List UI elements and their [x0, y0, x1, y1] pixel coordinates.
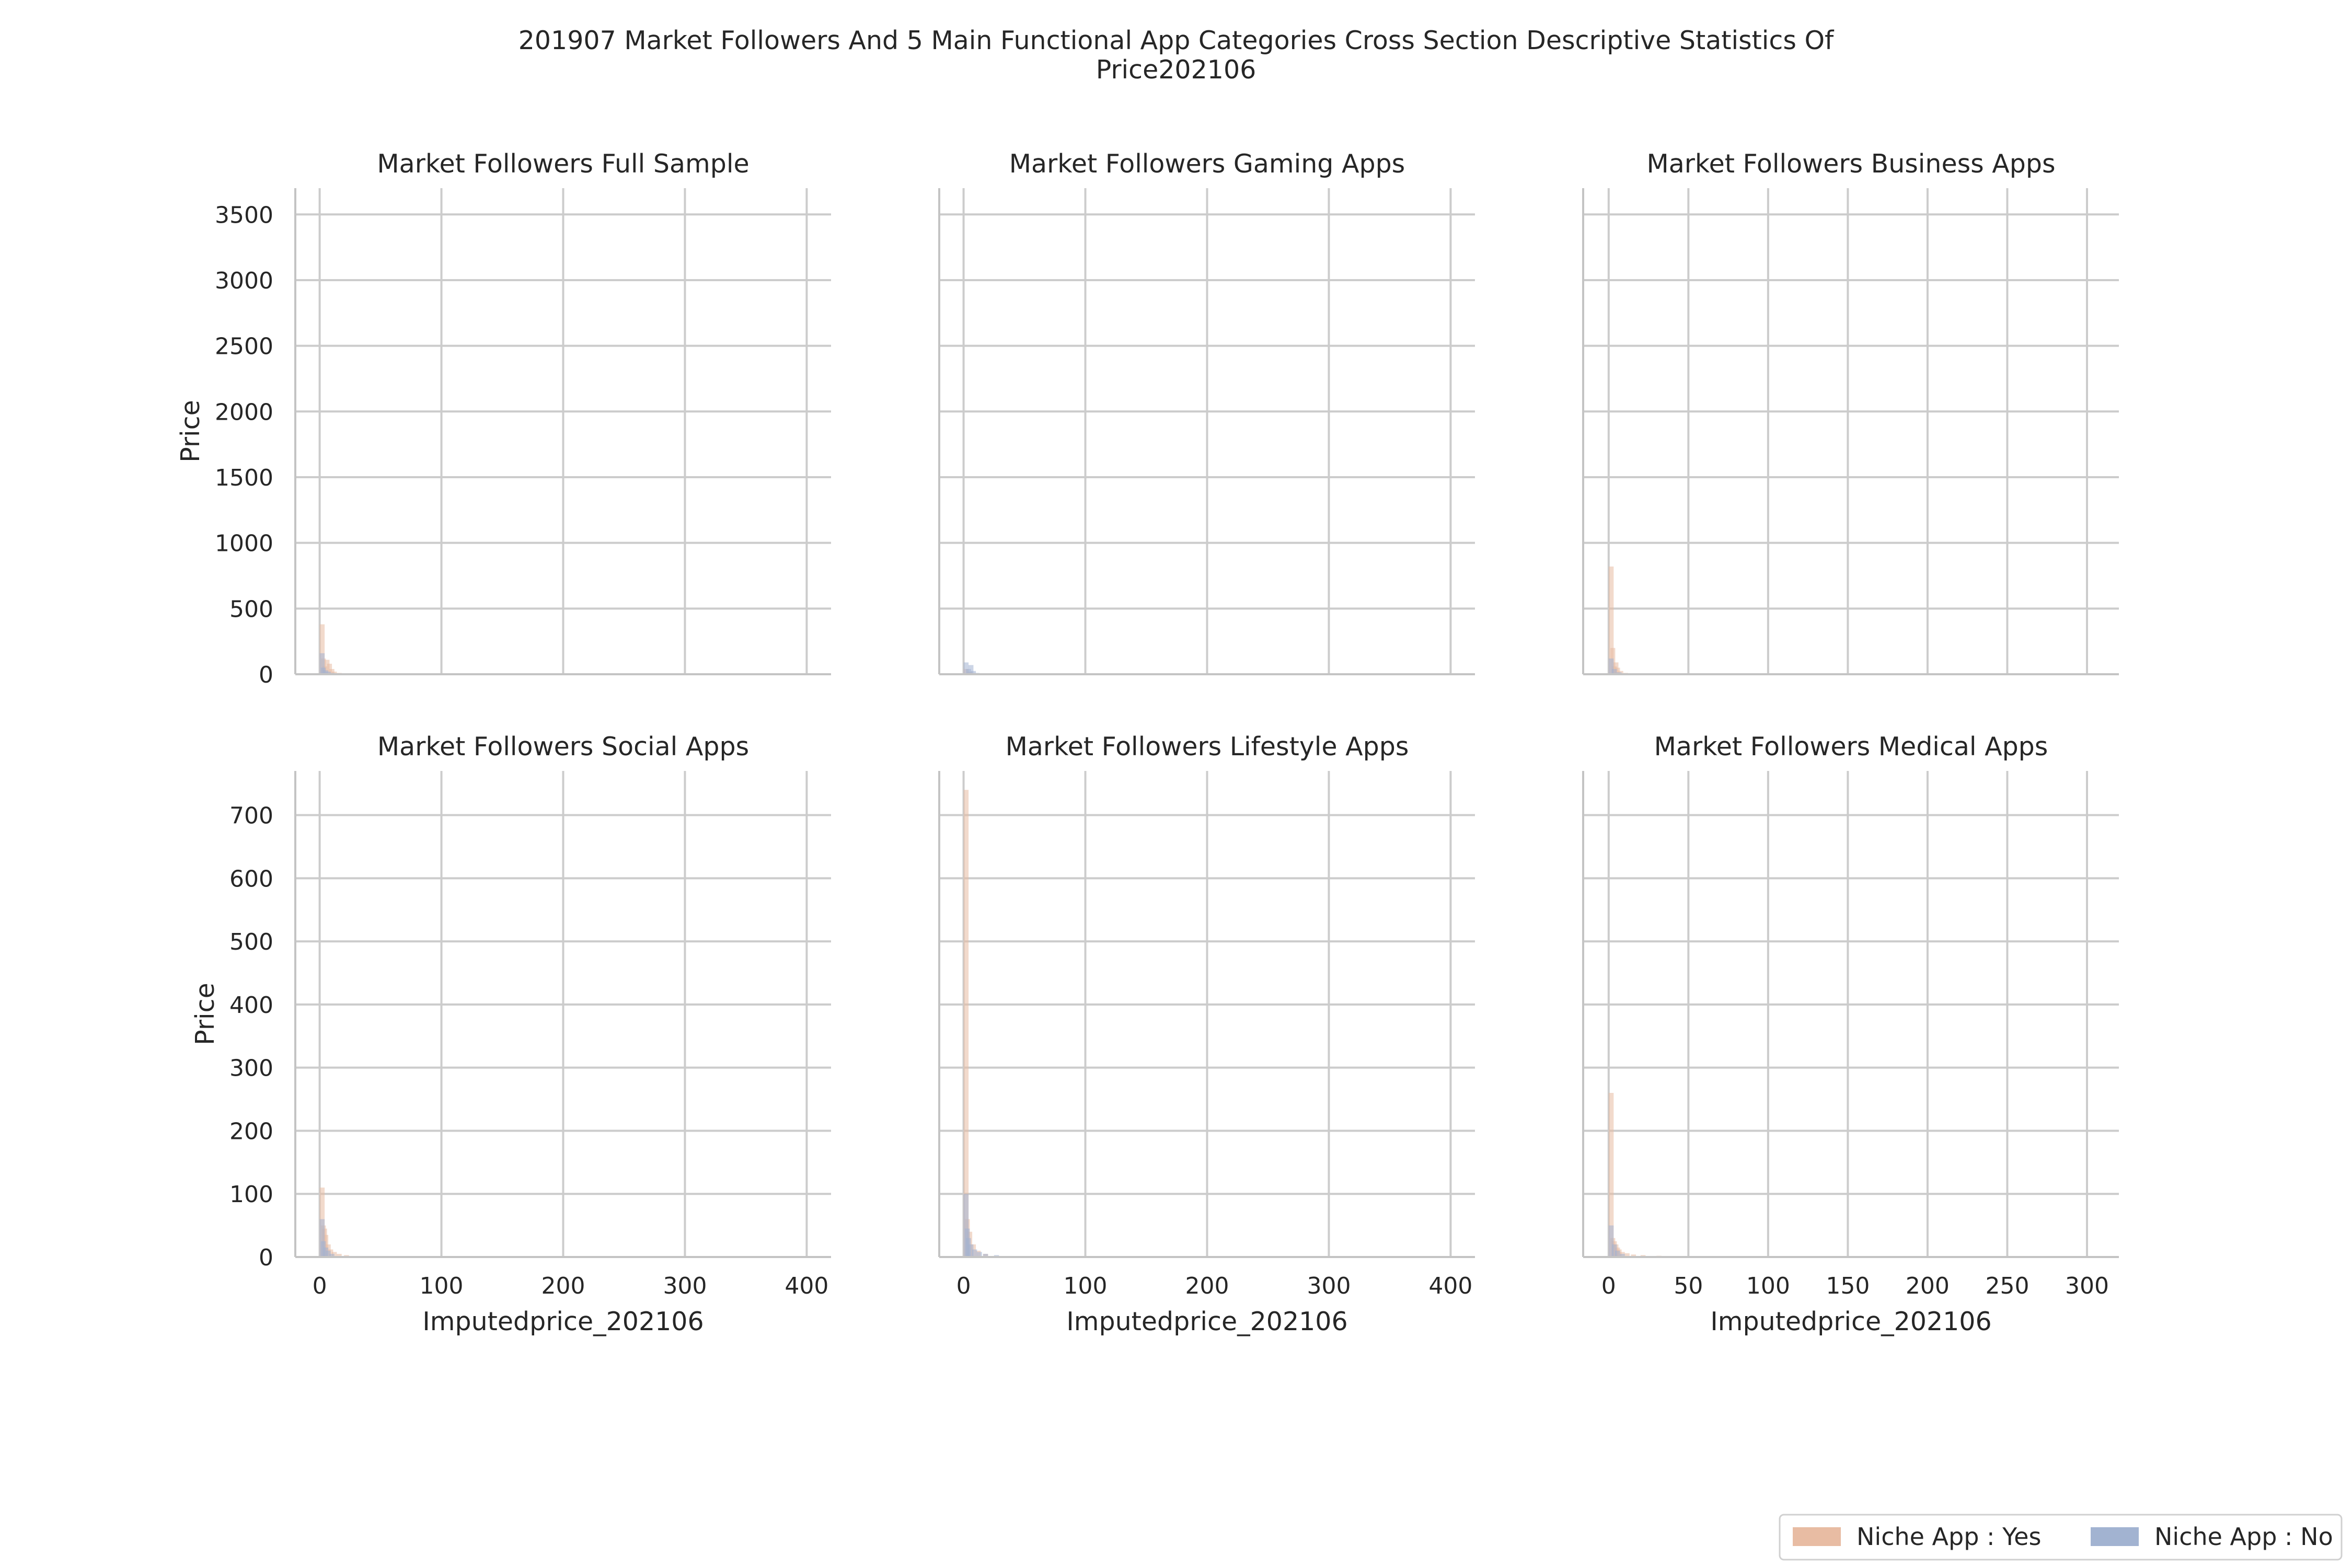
panel-title: Market Followers Full Sample: [377, 149, 749, 179]
histogram-bar: [1611, 668, 1617, 674]
legend-label: Niche App : Yes: [1857, 1523, 2041, 1551]
x-tick-label: 300: [1307, 1273, 1351, 1299]
panel-title: Market Followers Business Apps: [1646, 149, 2055, 179]
panel-title: Market Followers Social Apps: [377, 732, 749, 762]
histogram-bar: [983, 1253, 988, 1257]
y-tick-label: 700: [229, 803, 273, 829]
panel-2: Market Followers Gaming Apps: [938, 149, 1475, 675]
panel-5: Market Followers Lifestyle Apps 0 100 200 30…: [938, 732, 1475, 1336]
histogram-bar: [1608, 1092, 1614, 1257]
histogram-bar: [963, 1194, 969, 1257]
histogram-bar: [1620, 1253, 1625, 1257]
histogram-bar: [1631, 1254, 1636, 1257]
histogram-bar: [1624, 1253, 1630, 1257]
y-tick-label: 2000: [215, 399, 273, 425]
y-axis-label: Price: [190, 983, 220, 1045]
histogram-bar: [968, 1244, 974, 1257]
x-axis-label: Imputedprice_202106: [1710, 1307, 1991, 1336]
y-axis-label: Price: [176, 400, 205, 463]
figure-title: 201907 Market Followers And 5 Main Funct…: [518, 26, 1835, 85]
histogram-bar: [329, 1253, 335, 1257]
y-tick-label: 0: [259, 1244, 273, 1271]
histogram-bar: [1611, 1244, 1617, 1257]
y-tick-label: 600: [229, 866, 273, 892]
legend: Niche App : Yes Niche App : No: [1779, 1514, 2343, 1561]
x-tick-label: 100: [420, 1273, 464, 1299]
histogram-bar: [971, 671, 976, 674]
x-tick-label: 0: [956, 1273, 971, 1299]
y-tick-label: 1500: [215, 465, 273, 491]
histogram-bar: [963, 790, 969, 1257]
x-tick-label: 250: [1985, 1273, 2029, 1299]
x-tick-label: 50: [1674, 1273, 1703, 1299]
histogram-bar: [1608, 566, 1614, 674]
y-tick-label: 100: [229, 1181, 273, 1208]
histogram-bar: [1608, 1225, 1614, 1257]
y-tick-label: 500: [229, 929, 273, 955]
histogram-bar: [326, 1250, 331, 1257]
y-tick-label: 0: [259, 662, 273, 688]
panel-3: Market Followers Business Apps: [1582, 149, 2119, 675]
panels: Market Followers Full Sample050010001500…: [176, 149, 2119, 1336]
x-tick-label: 150: [1826, 1273, 1870, 1299]
y-tick-label: 200: [229, 1118, 273, 1145]
y-tick-label: 500: [229, 596, 273, 622]
panel-title: Market Followers Gaming Apps: [1009, 149, 1405, 179]
panel-1: Market Followers Full Sample 0 500 1000 1500…: [176, 149, 831, 688]
panel-title: Market Followers Lifestyle Apps: [1006, 732, 1409, 762]
histogram-bar: [1615, 1250, 1620, 1257]
x-tick-label: 300: [663, 1273, 707, 1299]
histogram-bar: [968, 665, 974, 674]
histogram-bar: [319, 624, 325, 674]
panel-4: Market Followers Social Apps 0 100 200 300 40…: [190, 732, 831, 1336]
histogram-bar: [977, 1252, 982, 1257]
x-tick-label: 400: [785, 1273, 828, 1299]
legend-label: Niche App : No: [2154, 1523, 2333, 1551]
legend-frame: [1779, 1514, 2343, 1561]
x-tick-label: 400: [1428, 1273, 1472, 1299]
histogram-bar: [972, 1249, 977, 1257]
histogram-bar: [319, 1219, 325, 1257]
legend-swatch: [2091, 1527, 2139, 1546]
y-tick-label: 3000: [215, 268, 273, 294]
y-tick-label: 3500: [215, 202, 273, 228]
x-tick-label: 200: [1185, 1273, 1229, 1299]
x-tick-label: 0: [1601, 1273, 1616, 1299]
x-tick-label: 0: [313, 1273, 327, 1299]
x-axis-label: Imputedprice_202106: [422, 1307, 704, 1336]
y-tick-label: 300: [229, 1055, 273, 1082]
histogram-bar: [326, 671, 331, 674]
legend-swatch: [1793, 1527, 1841, 1546]
histogram-bar: [337, 1253, 342, 1257]
x-tick-label: 100: [1746, 1273, 1790, 1299]
y-tick-label: 2500: [215, 333, 273, 360]
panel-6: Market Followers Medical Apps 0 50 100 150 20…: [1582, 732, 2119, 1336]
panel-title: Market Followers Medical Apps: [1654, 732, 2048, 762]
histogram-bar: [963, 662, 969, 674]
histogram-bar: [319, 653, 325, 674]
y-tick-label: 400: [229, 992, 273, 1019]
x-axis-label: Imputedprice_202106: [1066, 1307, 1347, 1336]
x-tick-label: 100: [1064, 1273, 1108, 1299]
histogram-bar: [1608, 658, 1614, 674]
x-tick-label: 200: [541, 1273, 585, 1299]
x-tick-label: 200: [1906, 1273, 1950, 1299]
histogram-bar: [329, 668, 335, 674]
y-tick-label: 1000: [215, 531, 273, 557]
histogram-bar: [1615, 667, 1620, 674]
x-tick-label: 300: [2065, 1273, 2109, 1299]
